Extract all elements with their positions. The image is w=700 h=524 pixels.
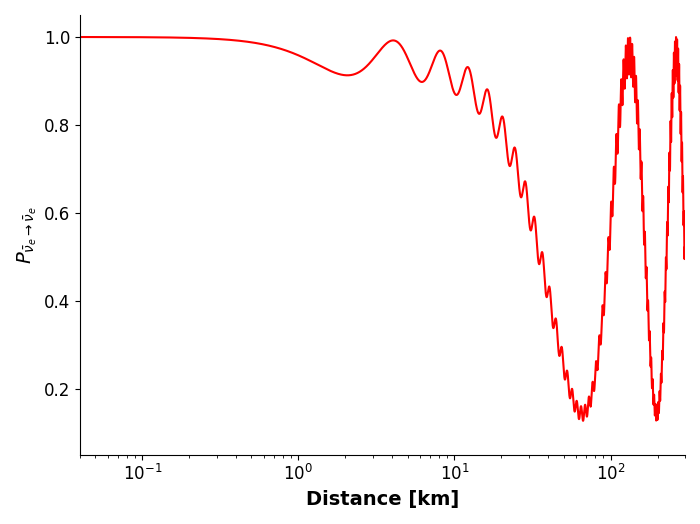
Y-axis label: $P_{\bar{\nu}_e \to \bar{\nu}_e}$: $P_{\bar{\nu}_e \to \bar{\nu}_e}$ xyxy=(15,206,38,264)
X-axis label: Distance [km]: Distance [km] xyxy=(306,490,459,509)
